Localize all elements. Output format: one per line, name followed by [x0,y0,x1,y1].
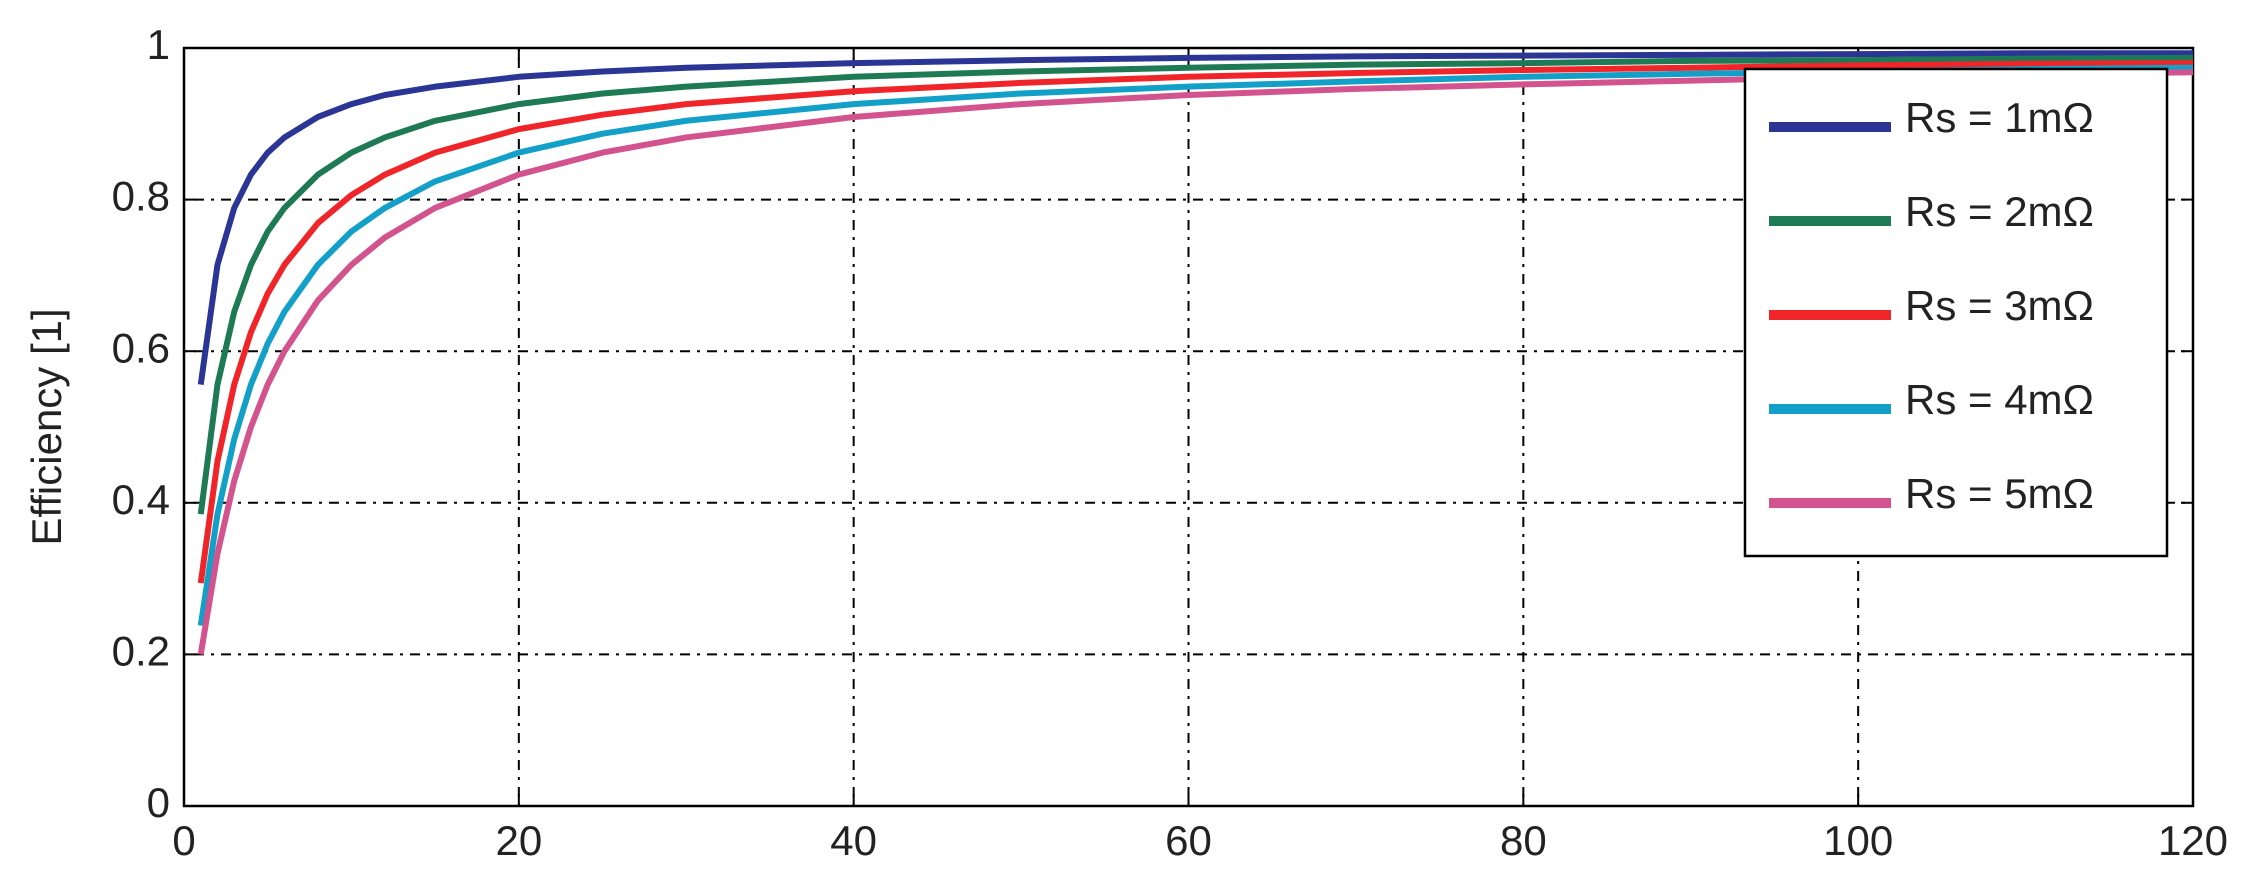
series-line [197,64,2194,627]
legend-label: Rs = 1mΩ [1905,94,2094,141]
plot-frame [182,46,2195,808]
y-tick-label: 0.8 [112,173,170,220]
x-tick-label: 0 [172,817,195,864]
series-line [197,60,2194,584]
legend-label: Rs = 5mΩ [1905,470,2094,517]
series-line [197,54,2194,515]
legend-label: Rs = 4mΩ [1905,376,2094,423]
y-tick-label: 0.2 [112,627,170,674]
legend-label: Rs = 3mΩ [1905,282,2094,329]
x-tick-label: 60 [1165,817,1212,864]
y-tick-label: 0 [147,779,170,826]
x-tick-label: 80 [1500,817,1547,864]
x-tick-label: 20 [495,817,542,864]
x-tick-label: 120 [2158,817,2228,864]
y-tick-label: 0.6 [112,324,170,371]
series-line [197,50,2193,385]
y-tick-label: 0.4 [112,476,170,523]
x-tick-label: 100 [1823,817,1893,864]
series-line [197,69,2194,655]
y-axis-label: Efficiency [1] [23,308,70,545]
x-tick-label: 40 [830,817,877,864]
y-tick-label: 1 [147,21,170,68]
legend-label: Rs = 2mΩ [1905,188,2094,235]
